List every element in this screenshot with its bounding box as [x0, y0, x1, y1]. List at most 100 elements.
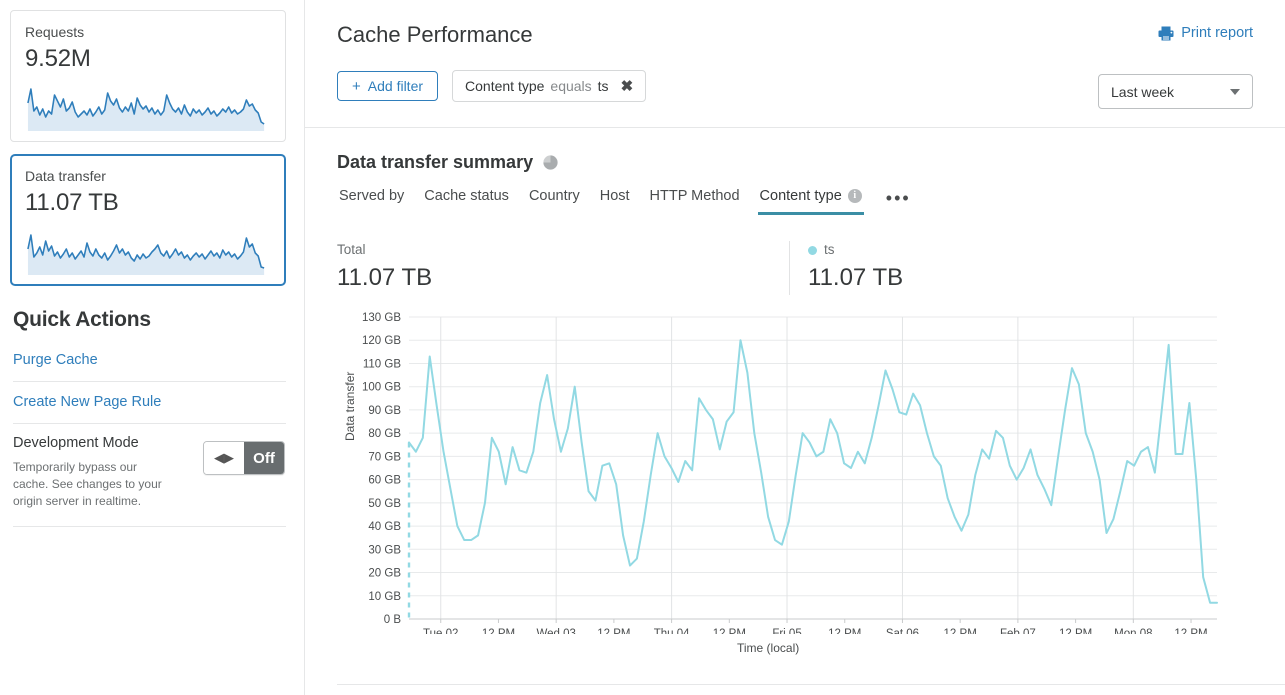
svg-text:100 GB: 100 GB [362, 382, 401, 394]
tab-label: Cache status [424, 188, 509, 204]
svg-text:12 PM: 12 PM [713, 628, 746, 634]
add-filter-button[interactable]: + Add filter [337, 71, 439, 101]
total-value: 11.07 TB [337, 264, 433, 291]
info-icon[interactable]: i [847, 189, 862, 203]
svg-text:Feb 07: Feb 07 [1000, 628, 1036, 634]
x-axis-title: Time (local) [737, 641, 800, 655]
summary-title: Data transfer summary [337, 152, 534, 172]
legend-dot-icon [808, 245, 817, 255]
svg-text:Thu 04: Thu 04 [654, 628, 690, 634]
stat-card-value: 9.52M [25, 45, 91, 72]
stat-card-requests[interactable]: Requests 9.52M [10, 10, 286, 142]
tab-label: HTTP Method [649, 188, 740, 204]
add-filter-label: Add filter [367, 78, 424, 94]
tab-label: Content type [759, 188, 842, 204]
print-report-button[interactable]: Print report [1158, 25, 1253, 41]
filter-field: Content type [465, 78, 545, 94]
bottom-divider [337, 684, 1285, 685]
svg-text:12 PM: 12 PM [828, 628, 861, 634]
stat-card-label: Data transfer [25, 168, 106, 184]
y-axis-title: Data transfer [343, 371, 357, 441]
chart-plot-area: 0 B 10 GB 20 GB 30 GB 40 GB 50 GB 60 GB 70 GB 80… [362, 312, 1218, 640]
stat-card-data-transfer[interactable]: Data transfer 11.07 TB [10, 154, 286, 286]
time-range-value: Last week [1111, 83, 1175, 100]
tab-country[interactable]: Country [527, 188, 582, 215]
svg-text:10 GB: 10 GB [368, 591, 401, 603]
development-mode-description: Temporarily bypass our cache. See change… [13, 460, 162, 508]
totals-row: Total 11.07 TB ts 11.07 TB [337, 241, 1253, 295]
svg-text:Sat 06: Sat 06 [886, 628, 919, 634]
main-content: Cache Performance Print report + Add fil… [305, 0, 1285, 695]
purge-cache-link[interactable]: Purge Cache [13, 352, 98, 368]
tab-label: Served by [339, 188, 405, 204]
development-mode-toggle-state: Off [244, 442, 284, 474]
total-block-ts: ts 11.07 TB [789, 241, 1241, 295]
svg-text:110 GB: 110 GB [363, 358, 401, 370]
svg-text:12 PM: 12 PM [482, 628, 515, 634]
time-range-select[interactable]: Last week [1098, 74, 1253, 109]
ellipsis-icon[interactable]: ••• [885, 188, 911, 208]
svg-text:20 GB: 20 GB [368, 568, 401, 580]
total-block-overall: Total 11.07 TB [337, 241, 789, 295]
printer-icon [1158, 26, 1174, 40]
quick-action-row-purge-cache: Purge Cache [13, 340, 286, 382]
svg-text:130 GB: 130 GB [362, 312, 401, 324]
quick-actions-title: Quick Actions [13, 308, 151, 331]
plus-icon: + [352, 77, 361, 95]
svg-text:Tue 02: Tue 02 [423, 628, 458, 634]
filter-row: + Add filter Content type equals ts ✖ [337, 70, 1253, 102]
requests-sparkline [27, 88, 265, 131]
summary-title-row: Data transfer summary [337, 150, 1253, 174]
stat-card-label: Requests [25, 24, 85, 40]
svg-text:70 GB: 70 GB [368, 451, 401, 463]
data-transfer-sparkline [27, 234, 265, 275]
svg-text:Mon 08: Mon 08 [1114, 628, 1152, 634]
data-transfer-chart[interactable]: Data transfer 0 B 10 GB 20 GB 30 GB 40 GB 50 … [337, 309, 1253, 655]
svg-text:30 GB: 30 GB [368, 544, 401, 556]
filter-value: ts [597, 78, 609, 94]
svg-text:0 B: 0 B [384, 614, 402, 626]
total-caption: Total [337, 242, 366, 257]
svg-text:12 PM: 12 PM [597, 628, 630, 634]
sidebar: Requests 9.52M Data transfer 11.07 TB Qu… [0, 0, 305, 695]
tab-host[interactable]: Host [598, 188, 632, 215]
svg-text:60 GB: 60 GB [368, 475, 401, 487]
svg-text:50 GB: 50 GB [368, 498, 401, 510]
series-caption: ts [824, 242, 835, 257]
svg-text:80 GB: 80 GB [368, 428, 401, 440]
tab-label: Host [599, 188, 630, 204]
quick-action-row-create-page-rule: Create New Page Rule [13, 382, 286, 424]
svg-text:12 PM: 12 PM [944, 628, 977, 634]
series-value: 11.07 TB [808, 264, 904, 291]
quick-action-row-development-mode: Development Mode Temporarily bypass our … [13, 424, 286, 527]
main-header: Cache Performance Print report + Add fil… [305, 0, 1285, 128]
left-right-arrow-icon: ◀▶ [204, 442, 244, 474]
filter-pill-content-type[interactable]: Content type equals ts ✖ [452, 70, 647, 102]
tab-http-method[interactable]: HTTP Method [648, 188, 742, 215]
svg-text:12 PM: 12 PM [1174, 628, 1207, 634]
page-title: Cache Performance [337, 22, 533, 47]
svg-text:40 GB: 40 GB [368, 521, 401, 533]
svg-text:Wed 03: Wed 03 [536, 628, 575, 634]
summary-section: Data transfer summary Served by Cache st… [305, 128, 1285, 655]
svg-text:Fri 05: Fri 05 [772, 628, 801, 634]
series-caption-row: ts [808, 241, 1241, 259]
svg-text:12 PM: 12 PM [1059, 628, 1092, 634]
close-icon[interactable]: ✖ [620, 78, 634, 95]
filter-operator: equals [550, 78, 592, 94]
tab-cache-status[interactable]: Cache status [422, 188, 511, 215]
tab-served-by[interactable]: Served by [337, 188, 406, 215]
svg-text:90 GB: 90 GB [368, 405, 401, 417]
stat-card-value: 11.07 TB [25, 189, 119, 216]
summary-tabs: Served by Cache status Country Host HTTP… [337, 188, 1253, 215]
svg-text:120 GB: 120 GB [362, 335, 401, 347]
development-mode-toggle[interactable]: ◀▶ Off [203, 441, 285, 475]
development-mode-label: Development Mode [13, 435, 139, 451]
tab-label: Country [528, 188, 580, 204]
chevron-down-icon [1230, 88, 1240, 95]
pie-chart-icon [543, 154, 558, 170]
tab-content-type[interactable]: Content type i [757, 188, 864, 215]
create-new-page-rule-link[interactable]: Create New Page Rule [13, 394, 162, 410]
print-report-label: Print report [1181, 25, 1253, 41]
